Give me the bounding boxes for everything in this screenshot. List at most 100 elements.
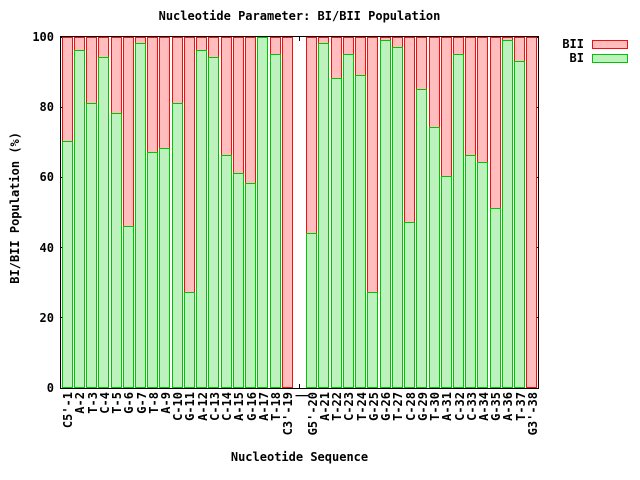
- bar-segment-bii: [490, 37, 501, 209]
- y-tick-mark: [61, 388, 66, 389]
- stacked-bar: [416, 37, 427, 388]
- bar-segment-bii: [441, 37, 452, 177]
- bar-segment-bi: [416, 89, 427, 388]
- stacked-bar: [111, 37, 122, 388]
- bar-segment-bi: [306, 233, 317, 388]
- plot-area: [60, 36, 539, 389]
- stacked-bar: [343, 37, 354, 388]
- y-tick-label: 60: [39, 170, 54, 185]
- stacked-bar: [465, 37, 476, 388]
- stacked-bar: [270, 37, 281, 388]
- stacked-bar: [74, 37, 85, 388]
- bar-segment-bii: [245, 37, 256, 184]
- bar-segment-bi: [514, 61, 525, 388]
- stacked-bar: [62, 37, 73, 388]
- legend-swatch-bii: [592, 39, 628, 49]
- legend-label-bii: BII: [562, 37, 584, 51]
- bar-segment-bi: [441, 176, 452, 388]
- bar-segment-bii: [526, 37, 537, 388]
- stacked-bar: [441, 37, 452, 388]
- bar-segment-bii: [465, 37, 476, 156]
- bar-segment-bii: [184, 37, 195, 293]
- bar-segment-bii: [111, 37, 122, 114]
- bar-segment-bi: [208, 57, 219, 388]
- bar-segment-bii: [306, 37, 317, 234]
- stacked-bar: [196, 37, 207, 388]
- bar-segment-bii: [98, 37, 109, 58]
- bar-segment-bii: [367, 37, 378, 293]
- bar-segment-bi: [86, 103, 97, 388]
- stacked-bar: [490, 37, 501, 388]
- y-tick-label: 40: [39, 240, 54, 255]
- bar-segment-bi: [257, 37, 268, 388]
- y-tick-label: 20: [39, 310, 54, 325]
- y-tick-label: 100: [32, 30, 54, 44]
- bar-segment-bi: [380, 40, 391, 388]
- bar-segment-bii: [62, 37, 73, 142]
- stacked-bar: [282, 37, 293, 388]
- stacked-bar: [147, 37, 158, 388]
- bar-segment-bii: [86, 37, 97, 104]
- bar-segment-bii: [123, 37, 134, 227]
- stacked-bar: [233, 37, 244, 388]
- stacked-bar: [477, 37, 488, 388]
- x-axis-title: Nucleotide Sequence: [230, 450, 369, 464]
- bar-segment-bi: [123, 226, 134, 388]
- legend-label-bi: BI: [569, 51, 584, 65]
- bar-segment-bi: [184, 292, 195, 388]
- stacked-bar: [306, 37, 317, 388]
- stacked-bar: [86, 37, 97, 388]
- x-tick-mark: [299, 37, 300, 41]
- legend-item-bii: BII: [542, 37, 628, 51]
- bar-segment-bii: [74, 37, 85, 51]
- bar-segment-bii: [282, 37, 293, 388]
- x-tick-label-text: G3'-38: [525, 392, 540, 436]
- stacked-bar: [453, 37, 464, 388]
- y-tick-label: 0: [46, 381, 54, 395]
- bar-segment-bi: [74, 50, 85, 388]
- bar-segment-bi: [465, 155, 476, 388]
- legend-item-bi: BI: [542, 51, 628, 65]
- y-tick-label: 80: [39, 100, 54, 115]
- bar-segment-bi: [111, 113, 122, 388]
- bar-segment-bi: [404, 222, 415, 388]
- bar-segment-bi: [453, 54, 464, 388]
- stacked-bar: [184, 37, 195, 388]
- bar-segment-bii: [159, 37, 170, 149]
- y-axis-title-text: BI/BII Population (%): [8, 132, 22, 284]
- stacked-bar: [98, 37, 109, 388]
- bar-segment-bi: [355, 75, 366, 388]
- bar-segment-bii: [331, 37, 342, 79]
- bar-segment-bii: [416, 37, 427, 90]
- bar-segment-bi: [477, 162, 488, 388]
- bar-segment-bi: [159, 148, 170, 388]
- bar-segment-bi: [196, 50, 207, 388]
- stacked-bar: [392, 37, 403, 388]
- bar-segment-bi: [343, 54, 354, 388]
- stacked-bar: [172, 37, 183, 388]
- bar-segment-bi: [245, 183, 256, 388]
- bar-segment-bi: [221, 155, 232, 388]
- bar-segment-bii: [404, 37, 415, 223]
- stacked-bar: [221, 37, 232, 388]
- bar-segment-bii: [355, 37, 366, 76]
- bar-segment-bi: [172, 103, 183, 388]
- stacked-bar: [514, 37, 525, 388]
- bar-segment-bi: [318, 43, 329, 388]
- bar-segment-bi: [233, 173, 244, 388]
- bar-segment-bii: [343, 37, 354, 55]
- bar-segment-bi: [147, 152, 158, 388]
- bar-segment-bi: [270, 54, 281, 388]
- stacked-bar: [208, 37, 219, 388]
- legend: BII BI: [542, 37, 628, 65]
- bar-segment-bi: [62, 141, 73, 388]
- bar-segment-bi: [98, 57, 109, 388]
- bar-segment-bi: [135, 43, 146, 388]
- stacked-bar: [526, 37, 537, 388]
- y-tick-mark: [533, 388, 538, 389]
- bar-segment-bii: [477, 37, 488, 163]
- bar-segment-bi: [502, 40, 513, 388]
- stacked-bar: [135, 37, 146, 388]
- bar-segment-bii: [208, 37, 219, 58]
